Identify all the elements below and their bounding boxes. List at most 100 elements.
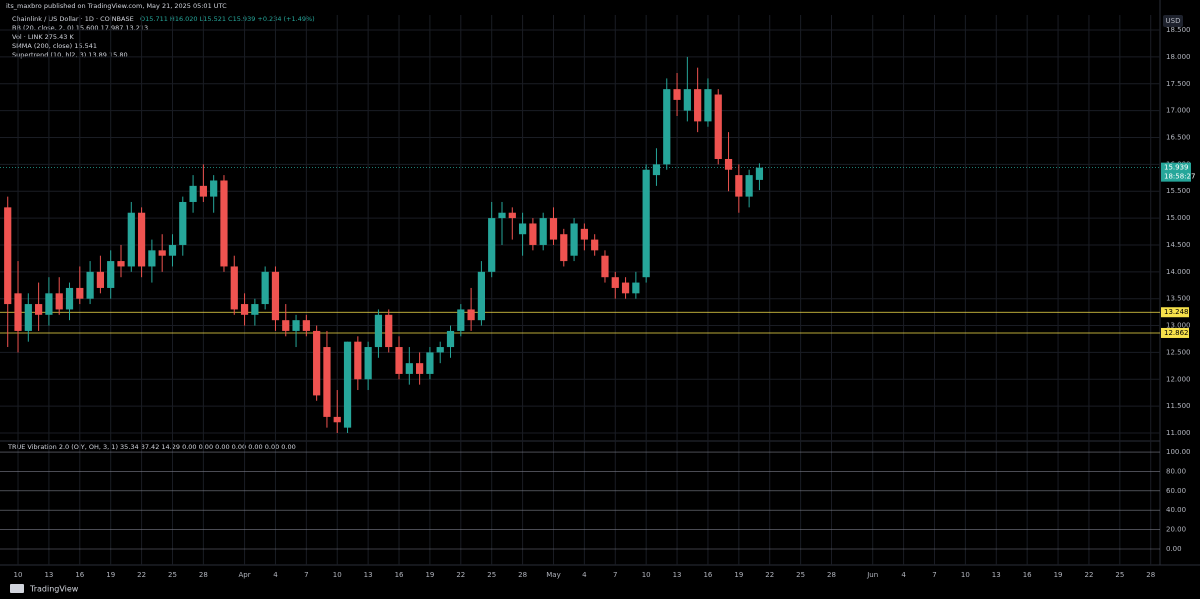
y-tick-label: 15.500: [1166, 187, 1191, 195]
candle-body: [323, 347, 331, 417]
x-tick-label: 28: [1146, 571, 1155, 579]
y-tick-label: 16.500: [1166, 134, 1191, 142]
x-tick-label: 16: [395, 571, 404, 579]
candle-body: [601, 255, 609, 278]
price-label: 13.248: [1164, 308, 1189, 316]
x-tick-label: 28: [827, 571, 836, 579]
candle-body: [570, 223, 578, 256]
x-tick-label: Jun: [866, 571, 878, 579]
ohlc: O15.711 H16.020 L15.521 C15.939 +0.234 (…: [140, 15, 315, 23]
candle-body: [127, 212, 135, 267]
candle-body: [529, 223, 537, 245]
price-label-box: [1161, 327, 1189, 338]
candle-body: [714, 94, 722, 159]
candle-body: [374, 314, 383, 348]
candle-body: [302, 320, 310, 331]
candle-body: [477, 271, 486, 321]
x-tick-label: 13: [44, 571, 53, 579]
oscillator-title: TRUE Vibration 2.0 (OIY, OH, 3, 1) 35.34…: [7, 443, 296, 451]
x-tick-label: 16: [703, 571, 712, 579]
x-tick-label: 25: [1115, 571, 1124, 579]
candle-body: [4, 207, 12, 305]
y-tick-label: 11.000: [1166, 429, 1191, 437]
indicator: Supertrend (10, hl2, 3) 13.89 15.80: [12, 51, 128, 59]
candle-body: [724, 158, 733, 170]
candle-body: [642, 169, 650, 278]
x-tick-label: May: [546, 571, 560, 579]
y-tick-label: 17.500: [1166, 80, 1191, 88]
candle-body: [436, 347, 444, 353]
x-tick-label: 13: [364, 571, 373, 579]
candle-body: [611, 277, 619, 288]
candle-body: [251, 304, 259, 315]
publisher: its_maxbro published on TradingView.com,…: [6, 2, 227, 10]
y-tick-label: 40.00: [1166, 506, 1186, 514]
candle-body: [704, 89, 712, 122]
candle-body: [405, 363, 413, 374]
x-tick-label: 16: [1023, 571, 1032, 579]
candle-body: [591, 239, 599, 251]
candle-body: [65, 287, 74, 310]
candle-body: [240, 304, 249, 315]
x-tick-label: 28: [199, 571, 208, 579]
candle-body: [673, 89, 681, 100]
candle-body: [137, 212, 146, 267]
x-tick-label: 22: [765, 571, 774, 579]
candle-body: [560, 234, 568, 262]
x-tick-label: 16: [75, 571, 84, 579]
y-tick-label: 11.500: [1166, 402, 1191, 410]
x-tick-label: 4: [273, 571, 278, 579]
candle-body: [416, 363, 424, 374]
candle-body: [210, 180, 218, 197]
y-tick-label: 0.00: [1166, 545, 1182, 553]
candle-body: [518, 223, 527, 235]
candle-body: [313, 330, 321, 396]
x-tick-label: 10: [333, 571, 342, 579]
y-tick-label: 18.000: [1166, 53, 1191, 61]
x-tick-label: 4: [582, 571, 587, 579]
candle-body: [14, 293, 22, 331]
candle-body: [148, 250, 156, 267]
candle-body: [549, 218, 558, 240]
y-tick-label: 14.000: [1166, 268, 1191, 276]
y-tick-label: 12.500: [1166, 348, 1191, 356]
candle-body: [395, 347, 403, 374]
x-tick-label: 10: [642, 571, 651, 579]
candle-body: [158, 250, 166, 256]
candle-body: [457, 309, 465, 331]
x-tick-label: 25: [168, 571, 177, 579]
candle-body: [292, 320, 300, 331]
candle-body: [446, 330, 455, 348]
candle-body: [652, 164, 661, 176]
y-tick-label: 18.500: [1166, 26, 1191, 34]
candle-body: [426, 352, 434, 374]
candle-body: [745, 175, 753, 197]
y-tick-label: 20.00: [1166, 526, 1186, 534]
candle-body: [55, 293, 63, 310]
x-tick-label: 25: [796, 571, 805, 579]
y-tick-label: 100.00: [1166, 448, 1191, 456]
y-tick-label: 13.000: [1166, 322, 1191, 330]
candle-body: [488, 218, 496, 272]
brand: TradingView: [29, 585, 79, 594]
candle-body: [220, 180, 228, 267]
candle-body: [45, 293, 53, 315]
x-tick-label: 28: [518, 571, 527, 579]
candle-body: [663, 89, 671, 165]
candle-body: [86, 271, 94, 299]
candle-body: [282, 320, 290, 331]
candle-body: [354, 341, 362, 380]
price-label-box: [1161, 307, 1189, 318]
candle-body: [230, 266, 238, 310]
candle-body: [755, 167, 764, 180]
x-tick-label: 22: [456, 571, 465, 579]
candle-body: [683, 89, 691, 111]
indicator: Vol · LINK 275.43 K: [12, 33, 74, 41]
candle-body: [35, 304, 43, 315]
x-tick-label: 22: [1084, 571, 1093, 579]
x-tick-label: 25: [487, 571, 496, 579]
x-tick-label: 19: [1054, 571, 1063, 579]
y-tick-label: 60.00: [1166, 487, 1186, 495]
candle-body: [467, 309, 475, 321]
